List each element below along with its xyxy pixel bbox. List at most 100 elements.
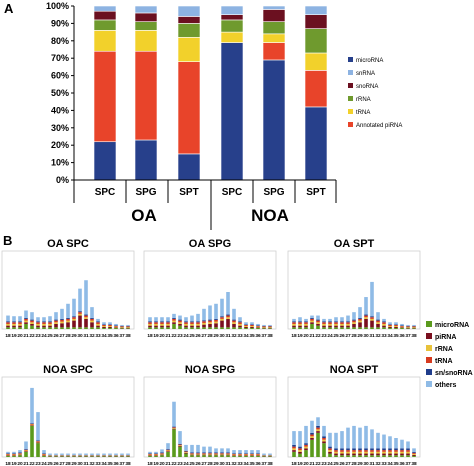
legend-item-label: tRNA [435,358,453,365]
bar-segment-microrna [66,327,70,329]
subplot-title: OA SPT [334,238,375,250]
bar-segment-rrna [166,323,170,326]
x-tick-label: 35 [107,461,113,466]
bar-segment-others [6,451,10,454]
bar-segment-pirna [412,327,416,329]
bar-segment-sn-snorna [376,448,380,451]
bar-segment-microrna [394,455,398,457]
x-tick-label: 35 [393,333,399,339]
bar-segment-others [214,448,218,453]
bar-segment-pirna [172,428,176,430]
bar-segment-trna [256,325,260,327]
bar-segment-snorna [134,12,158,22]
bar-segment-others [220,448,224,453]
bar-segment-microrna [166,451,170,457]
bar-segment-rrna [48,323,52,326]
bar-segment-microrna [18,455,22,457]
bar-segment-snorna [220,14,244,21]
bar-segment-pirna [220,454,224,456]
x-tick-label: 18 [147,333,153,339]
bar-segment-others [160,449,164,453]
bar-segment-rrna [376,322,380,324]
bar-segment-sn-snorna [346,448,350,451]
bar-segment-annotated-pirna [304,70,328,108]
bar-segment-rrna [232,454,236,456]
x-tick-label: SPG [135,187,156,198]
bar-segment-others [84,280,88,315]
bar-segment-sn-snorna [316,319,320,321]
bar-segment-sn-snorna [214,452,218,454]
bar-segment-microrna [208,455,212,457]
bar-segment-pirna [310,322,314,324]
bar-segment-rrna [298,450,302,452]
bar-segment-microrna [346,455,350,457]
bar-segment-rrna [310,436,314,438]
bar-segment-others [202,446,206,453]
bar-segment-rrna [304,446,308,449]
bar-segment-pirna [316,431,320,433]
bar-segment-trna [214,319,218,322]
x-tick-label: 23 [177,333,183,339]
bar-segment-pirna [42,455,46,456]
bar-segment-microrna [238,455,242,457]
bar-segment-sn-snorna [220,316,224,318]
bar-segment-rrna [178,322,182,324]
bar-segment-microrna [268,328,272,329]
bar-segment-others [120,324,124,326]
bar-segment-pirna [54,323,58,328]
bar-segment-snrna [177,5,201,17]
x-tick-label: 28 [65,333,71,339]
bar-segment-snrna [304,5,328,15]
bar-segment-microrna [96,456,100,457]
bar-segment-rrna [18,323,22,326]
bar-segment-microrna [370,455,374,457]
bar-segment-pirna [184,325,188,328]
bar-segment-rrna [30,424,34,426]
bar-segment-others [328,318,332,322]
bar-segment-rrna [42,454,46,456]
x-tick-label: 23 [321,333,327,339]
bar-segment-others [72,453,76,455]
bar-segment-rrna [334,451,338,454]
bar-segment-trna [18,453,22,454]
x-tick-label: 26 [53,333,59,339]
bar-segment-pirna [388,453,392,456]
bar-segment-sn-snorna [298,446,302,449]
bar-segment-microrna [220,327,224,329]
bar-segment-rrna [328,323,332,326]
legend-item-label: snRNA [356,71,375,77]
bar-segment-microrna [298,327,302,329]
bar-segment-microrna [148,327,152,329]
x-tick-label: 23 [35,461,41,466]
bar-segment-trna [376,320,380,323]
bar-segment-pirna [268,327,272,329]
bar-segment-microrna [304,450,308,457]
bar-segment-microrna [48,456,52,457]
x-tick-label: 30 [219,333,225,339]
bar-segment-trna [292,322,296,324]
bar-segment-pirna [250,326,254,328]
bar-segment-trna [250,324,254,326]
x-tick-label: 36 [255,461,261,466]
x-tick-label: 26 [195,333,201,339]
bar-segment-sn-snorna [382,448,386,451]
bar-segment-others [96,453,100,455]
x-tick-label: SPC [222,187,243,198]
bar-segment-pirna [196,454,200,456]
bar-segment-pirna [208,323,212,328]
bar-segment-rrna [126,326,130,328]
bar-segment-microrna [412,328,416,329]
x-tick-label: 24 [327,461,333,466]
bar-segment-trna [36,322,40,324]
bar-segment-annotated-pirna [177,61,201,155]
bar-segment-trna [160,322,164,324]
bar-segment-microrna [78,327,82,329]
bar-segment-rrna [382,451,386,454]
bar-segment-others [214,303,218,319]
bar-segment-microrna [30,425,34,457]
bar-segment-others [352,312,356,320]
bar-segment-microrna [6,455,10,457]
bar-segment-others [250,322,254,325]
bar-segment-trna [178,320,182,323]
x-tick-label: 27 [201,461,207,466]
